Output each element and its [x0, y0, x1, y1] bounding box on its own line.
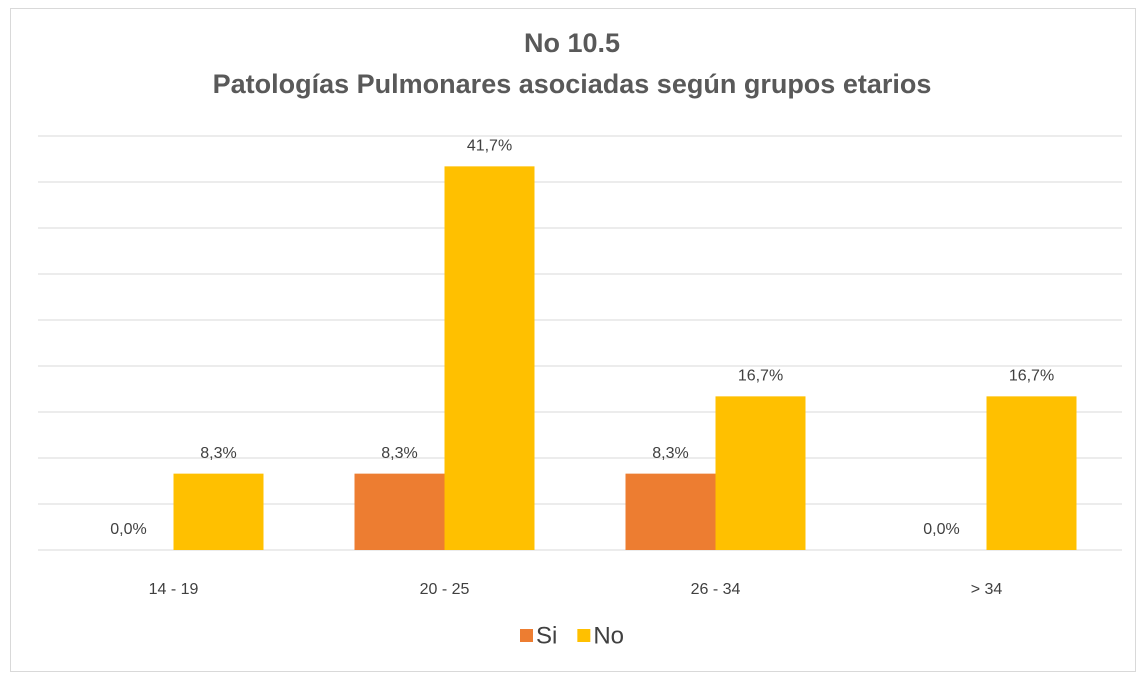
chart-border — [10, 8, 1136, 672]
bar — [173, 473, 264, 550]
legend-swatch — [520, 629, 533, 642]
legend-label: Si — [536, 622, 557, 649]
x-tick-label: 14 - 19 — [149, 581, 199, 598]
value-label: 8,3% — [381, 445, 417, 462]
chart-title: Patologías Pulmonares asociadas según gr… — [213, 69, 932, 99]
bar — [354, 473, 445, 550]
value-label: 41,7% — [467, 138, 512, 155]
value-label: 0,0% — [923, 521, 959, 538]
bar — [625, 473, 716, 550]
x-tick-label: > 34 — [971, 581, 1003, 598]
value-label: 0,0% — [110, 521, 146, 538]
x-tick-label: 26 - 34 — [691, 581, 741, 598]
x-tick-label: 20 - 25 — [420, 581, 470, 598]
chart-title: No 10.5 — [524, 28, 620, 58]
legend-label: No — [593, 622, 624, 649]
bar — [986, 396, 1077, 550]
bar — [444, 166, 535, 551]
value-label: 8,3% — [652, 445, 688, 462]
legend-swatch — [577, 629, 591, 642]
value-label: 8,3% — [200, 445, 236, 462]
value-label: 16,7% — [1009, 368, 1054, 385]
value-label: 16,7% — [738, 368, 783, 385]
bar — [715, 396, 806, 550]
